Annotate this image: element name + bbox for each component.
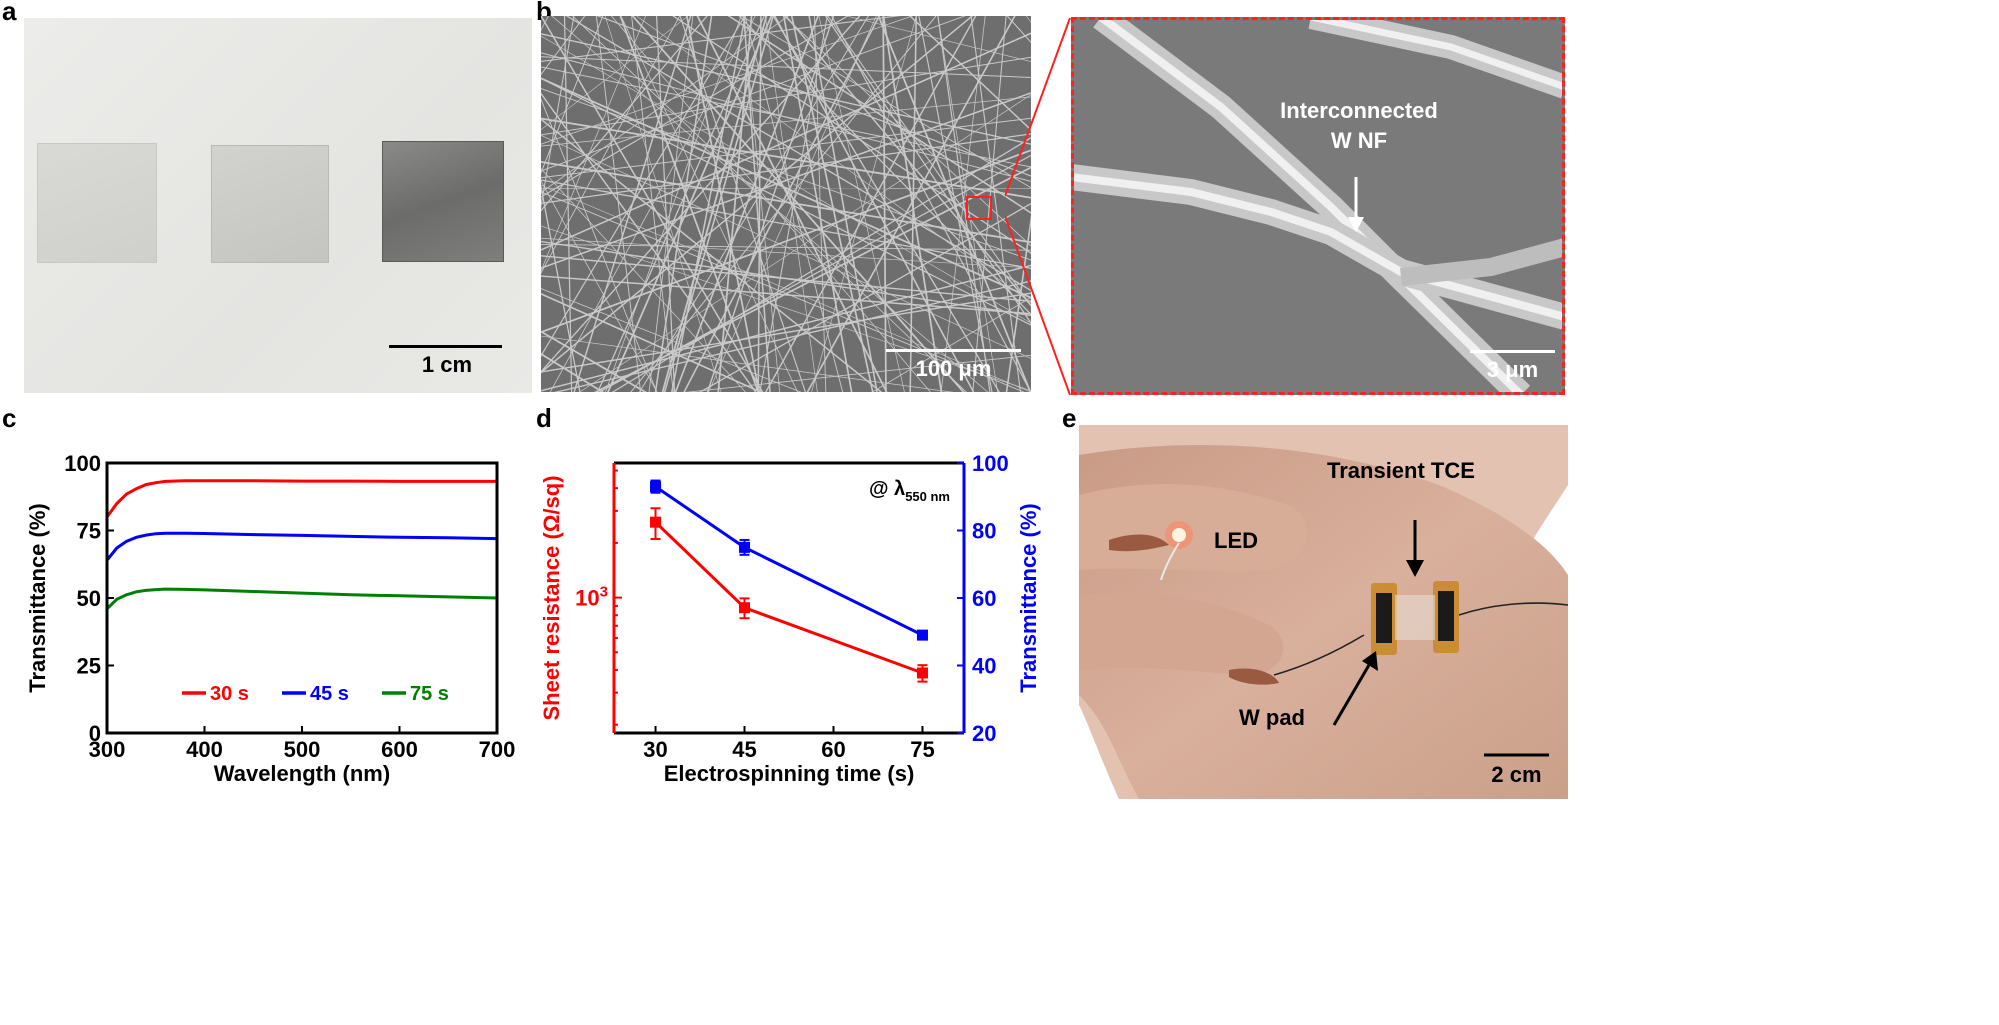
x-axis-label-c: Wavelength (nm) [214,761,390,786]
panel-letter-d: d [536,403,552,433]
x-tick-label-600: 600 [381,737,418,762]
x-axis-label-d: Electrospinning time (s) [664,761,915,786]
x-tick-label-60: 60 [821,737,845,762]
inset-annotation-line1: Interconnected [1280,98,1438,123]
panel-b-inset: Interconnected W NF 3 μm [1071,17,1565,395]
panel-a-photo: 1 cm [24,18,532,393]
x-tick-label-45: 45 [732,737,756,762]
right-tick-label-100: 100 [972,451,1009,476]
sheet-resistance-transmittance-chart: 30 45 60 75 103 20 40 60 80 100 Electrospinning ti… [539,451,1041,786]
right-tick-label-40: 40 [972,654,996,679]
zoom-region-box [966,196,992,220]
nanofiber-network [541,16,1031,392]
label-transient-tce: Transient TCE [1327,458,1475,483]
legend-label-75s: 75 s [410,683,449,705]
scale-label-e: 2 cm [1491,762,1542,787]
x-tick-label-30: 30 [643,737,667,762]
left-tick-label-1000: 103 [575,584,608,611]
y-axis-label-right-d: Transmittance (%) [1016,503,1041,693]
y-tick-label-25: 25 [77,654,101,679]
y-tick-label-50: 50 [77,586,101,611]
scale-bar-inset [1470,350,1555,353]
panel-letter-c: c [2,403,17,433]
series-line-30s [105,479,497,518]
label-w-pad: W pad [1239,705,1305,730]
x-tick-label-300: 300 [89,737,126,762]
right-tick-label-60: 60 [972,586,996,611]
marker-sheet-resistance-75 [916,667,928,679]
x-tick-label-500: 500 [284,737,321,762]
sample-45s [211,145,329,263]
series-line-45s [105,531,498,562]
y-axis-label-c: Transmittance (%) [25,503,50,693]
series-line-75s [105,587,498,610]
series-line-sheet-resistance [654,521,924,675]
marker-sheet-resistance-30 [650,516,662,528]
y-tick-label-100: 100 [64,451,101,476]
wavelength-annotation: @ λ550 nm [869,478,950,504]
scale-label-inset: 3 μm [1486,357,1539,382]
y-tick-label-75: 75 [77,519,101,544]
y-axis-label-left-d: Sheet resistance (Ω/sq) [539,475,564,720]
hand-illustration [1079,425,1568,799]
marker-transmittance-45 [739,541,751,553]
y-tick-label-0: 0 [89,721,101,746]
transient-tce-film [1395,595,1435,640]
legend-label-45s: 45 s [310,683,349,705]
scale-label-a: 1 cm [421,352,473,377]
panel-e-photo: LED Transient TCE W pad 2 cm [1079,425,1568,799]
sample-30s [37,143,157,263]
transmittance-spectrum-chart: 300 400 500 600 700 0 25 50 75 100 Wavelength (nm)… [25,451,516,786]
panel-b-sem: 100 μm [541,16,1031,392]
scale-bar-b [886,349,1021,352]
marker-sheet-resistance-45 [739,602,751,614]
scale-bar-a [389,345,502,348]
sample-75s [382,141,504,262]
inset-annotation-line2: W NF [1330,128,1388,153]
label-led: LED [1214,528,1258,553]
marker-transmittance-75 [916,629,928,641]
panel-letter-e: e [1062,403,1077,433]
panel-letter-a: a [2,0,17,26]
marker-transmittance-30 [650,481,662,493]
right-tick-label-80: 80 [972,519,996,544]
legend-label-30s: 30 s [210,683,249,705]
x-tick-label-700: 700 [479,737,516,762]
x-tick-label-75: 75 [910,737,934,762]
scale-label-b: 100 μm [915,356,992,381]
inset-fibers [1074,20,1562,392]
zoom-connector [1005,17,1071,396]
x-tick-label-400: 400 [186,737,223,762]
right-tick-label-20: 20 [972,721,996,746]
